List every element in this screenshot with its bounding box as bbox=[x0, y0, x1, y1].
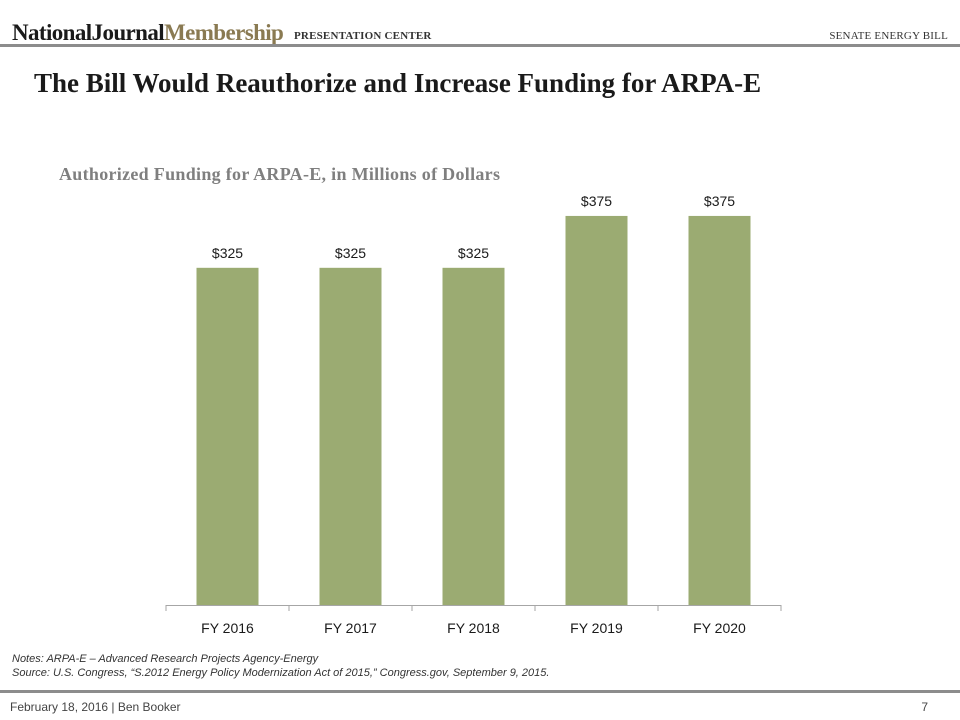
bar bbox=[442, 267, 505, 605]
x-tick-label: FY 2018 bbox=[447, 620, 500, 636]
footer-date-author: February 18, 2016 | Ben Booker bbox=[10, 700, 181, 714]
x-tick-label: FY 2016 bbox=[201, 620, 254, 636]
chart-notes: Notes: ARPA-E – Advanced Research Projec… bbox=[12, 652, 549, 680]
national-journal-logo: NationalJournalMembership bbox=[12, 20, 284, 46]
notes-line: Notes: ARPA-E – Advanced Research Projec… bbox=[12, 653, 319, 665]
page-number: 7 bbox=[921, 700, 928, 714]
x-tick-label: FY 2019 bbox=[570, 620, 623, 636]
chart-title: Authorized Funding for ARPA-E, in Millio… bbox=[59, 164, 501, 184]
topic-label: SENATE ENERGY BILL bbox=[829, 30, 948, 42]
bottom-divider bbox=[0, 690, 960, 693]
data-label: $325 bbox=[212, 245, 243, 261]
data-label: $375 bbox=[581, 193, 612, 209]
x-tick-label: FY 2020 bbox=[693, 620, 746, 636]
logo-national-journal: NationalJournal bbox=[12, 20, 165, 45]
bar bbox=[319, 267, 382, 605]
bar bbox=[196, 267, 259, 605]
source-line: Source: U.S. Congress, “S.2012 Energy Po… bbox=[12, 667, 550, 679]
header-bar: NationalJournalMembership bbox=[0, 10, 960, 46]
data-label: $375 bbox=[704, 193, 735, 209]
data-label: $325 bbox=[458, 245, 489, 261]
bar bbox=[565, 215, 628, 605]
bar bbox=[688, 215, 751, 605]
slide-title: The Bill Would Reauthorize and Increase … bbox=[34, 68, 762, 98]
top-divider bbox=[0, 44, 960, 47]
data-label: $325 bbox=[335, 245, 366, 261]
logo-membership: Membership bbox=[164, 20, 284, 45]
section-label: PRESENTATION CENTER bbox=[294, 30, 432, 42]
x-tick-label: FY 2017 bbox=[324, 620, 377, 636]
